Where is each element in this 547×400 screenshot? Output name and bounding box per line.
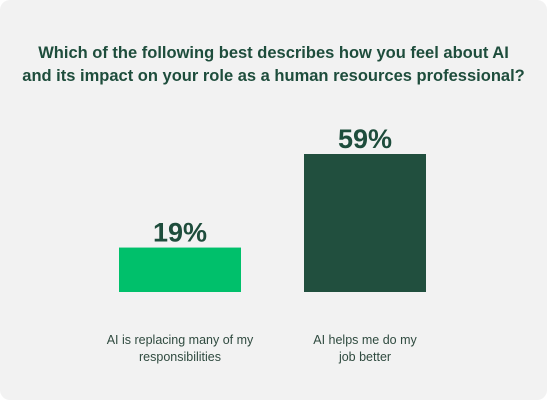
bar-value-label-2: 59% — [338, 124, 392, 154]
bar-2 — [304, 154, 426, 292]
category-label-1-line-1: AI is replacing many of my — [107, 333, 254, 347]
category-label-2-line-2: job better — [338, 350, 391, 364]
chart-title-line-1: Which of the following best describes ho… — [38, 44, 509, 62]
bar-1 — [119, 247, 241, 292]
chart-title: Which of the following best describes ho… — [20, 42, 527, 88]
bar-value-label-1: 19% — [153, 218, 207, 248]
category-label-1-line-2: responsibilities — [139, 350, 221, 364]
category-label-2-line-1: AI helps me do my — [313, 333, 417, 347]
chart-title-line-2: and its impact on your role as a human r… — [22, 67, 525, 85]
